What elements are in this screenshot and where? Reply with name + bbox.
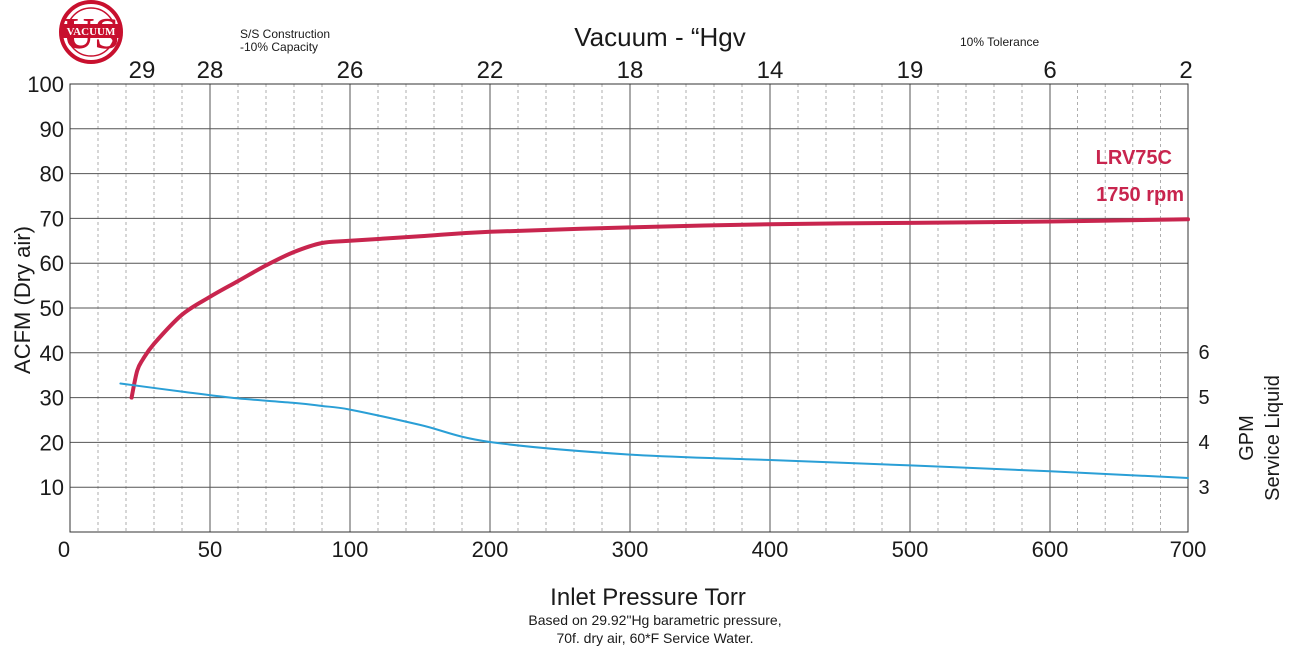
top-tick-labels: 29 28 26 22 18 14 19 6 2 (129, 57, 1193, 84)
x-tick-label: 50 (198, 537, 222, 562)
construction-note-line1: S/S Construction (240, 27, 330, 41)
us-vacuum-logo: US VACUUM (59, 0, 123, 64)
construction-note-line2: -10% Capacity (240, 40, 318, 54)
logo-text: VACUUM (67, 26, 116, 38)
y-tick-label: 80 (40, 162, 64, 187)
y-tick-label: 10 (40, 475, 64, 500)
series-name-label: LRV75C (1096, 147, 1172, 169)
y2-tick-label: 5 (1198, 387, 1209, 409)
x-tick-label: 500 (892, 537, 929, 562)
x-tick-label: 100 (332, 537, 369, 562)
x-tick-label: 700 (1170, 537, 1207, 562)
y2-tick-label: 4 (1198, 432, 1209, 454)
y-tick-label: 90 (40, 117, 64, 142)
top-tick-label: 22 (477, 57, 504, 84)
y2-axis-label-line1: GPM (1236, 415, 1258, 461)
y-tick-label: 60 (40, 251, 64, 276)
top-tick-label: 26 (337, 57, 364, 84)
y2-tick-label: 3 (1198, 477, 1209, 499)
y2-tick-label: 6 (1198, 342, 1209, 364)
footnote-line1: Based on 29.92"Hg barametric pressure, (528, 612, 781, 628)
x-tick-labels: 050100200300400500600700 (198, 537, 1207, 562)
x-tick-label: 300 (612, 537, 649, 562)
x-tick-label: 200 (472, 537, 509, 562)
footnote-line2: 70f. dry air, 60*F Service Water. (556, 630, 753, 646)
y-tick-label: 70 (40, 206, 64, 231)
y-tick-label: 30 (40, 386, 64, 411)
x-tick-label: 400 (752, 537, 789, 562)
top-tick-label: 18 (617, 57, 644, 84)
top-tick-label: 28 (197, 57, 224, 84)
top-tick-label: 2 (1179, 57, 1192, 84)
x-axis-label: Inlet Pressure Torr (550, 584, 746, 611)
y-tick-label: 100 (27, 72, 64, 97)
acfm-curve-lrv75c (129, 217, 1190, 400)
series-layer (119, 217, 1190, 479)
series-rpm-label: 1750 rpm (1096, 184, 1184, 206)
y2-axis-label-line2: Service Liquid (1262, 375, 1284, 501)
plot-frame (69, 83, 1189, 533)
y-tick-label: 40 (40, 341, 64, 366)
top-tick-label: 19 (897, 57, 924, 84)
top-axis-label: Vacuum - “Hgv (574, 22, 745, 52)
y-tick-labels: 10 20 30 40 50 60 70 80 90 100 (27, 72, 64, 500)
top-tick-label: 14 (757, 57, 784, 84)
x-tick-label: 600 (1032, 537, 1069, 562)
tolerance-note: 10% Tolerance (960, 35, 1039, 49)
y-axis-zero-label: 0 (58, 537, 70, 562)
y-tick-label: 50 (40, 296, 64, 321)
y2-tick-labels: 3 4 5 6 (1198, 342, 1209, 499)
top-tick-label: 29 (129, 57, 156, 84)
y-tick-label: 20 (40, 430, 64, 455)
top-tick-label: 6 (1043, 57, 1056, 84)
gpm-service-liquid-curve (119, 382, 1189, 479)
y-axis-label: ACFM (Dry air) (10, 226, 35, 374)
